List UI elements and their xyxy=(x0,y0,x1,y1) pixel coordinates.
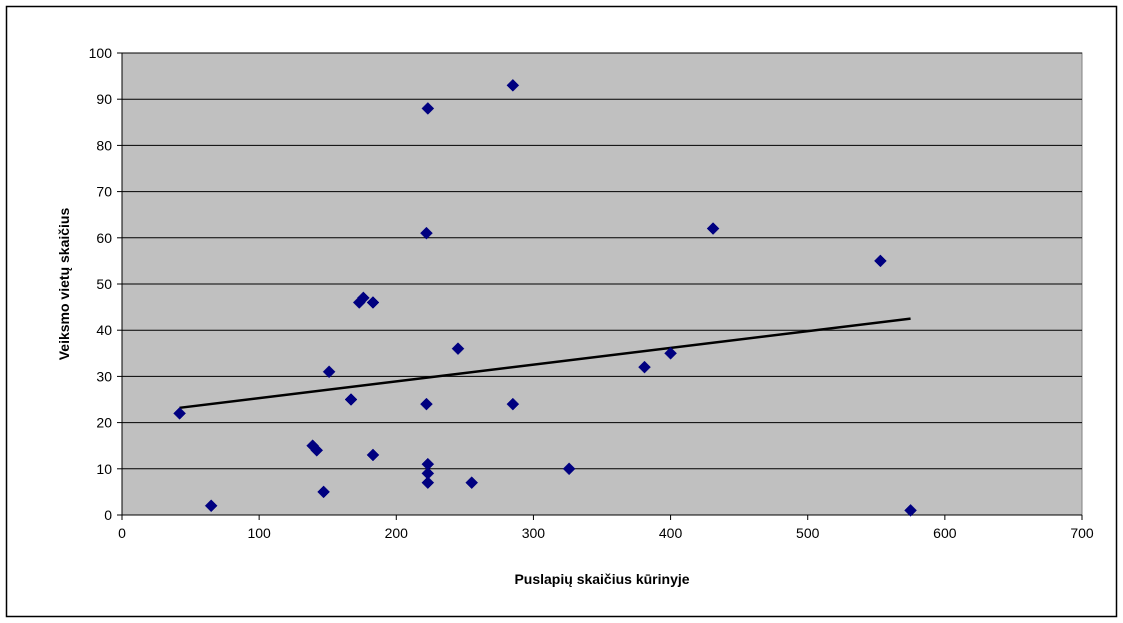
data-point-17 xyxy=(421,476,435,490)
data-point-21 xyxy=(506,397,520,411)
data-point-12 xyxy=(420,226,433,240)
trendline xyxy=(179,317,911,410)
data-point-9 xyxy=(357,291,370,305)
gridlines xyxy=(122,52,1082,470)
x-tick-labels: 0 100 200 300 400 500 600 700 xyxy=(118,525,1094,541)
data-point-25 xyxy=(706,222,720,235)
x-tick-label-400: 400 xyxy=(659,525,683,541)
y-tick-labels: 0 10 20 30 40 50 60 70 80 90 100 xyxy=(89,45,113,523)
data-point-2 xyxy=(204,499,218,513)
axes xyxy=(117,52,1083,520)
y-tick-label-0: 0 xyxy=(104,507,112,523)
x-tick-label-700: 700 xyxy=(1070,525,1094,541)
x-tick-label-600: 600 xyxy=(933,525,957,541)
data-point-18 xyxy=(451,342,465,356)
y-tick-label-60: 60 xyxy=(96,230,112,246)
x-tick-label-100: 100 xyxy=(247,525,271,541)
y-tick-label-20: 20 xyxy=(96,415,112,431)
y-tick-label-90: 90 xyxy=(96,91,112,107)
x-tick-label-200: 200 xyxy=(385,525,409,541)
data-point-23 xyxy=(638,360,651,374)
data-point-14 xyxy=(421,102,435,115)
y-tick-label-50: 50 xyxy=(96,276,112,292)
data-point-13 xyxy=(420,397,433,411)
data-point-4 xyxy=(310,443,324,457)
x-tick-label-0: 0 xyxy=(118,525,126,541)
x-tick-label-300: 300 xyxy=(522,525,546,541)
data-point-26 xyxy=(874,254,887,268)
data-point-7 xyxy=(344,393,358,406)
y-tick-label-10: 10 xyxy=(96,461,112,477)
data-point-11 xyxy=(366,448,380,462)
y-tick-label-70: 70 xyxy=(96,184,112,200)
data-point-1 xyxy=(173,407,186,420)
y-tick-label-80: 80 xyxy=(96,137,112,153)
y-axis-title: Veiksmo vietų skaičius xyxy=(56,208,72,361)
data-point-6 xyxy=(322,365,336,379)
y-tick-label-40: 40 xyxy=(96,322,112,338)
data-point-24 xyxy=(664,346,677,360)
data-point-5 xyxy=(317,485,330,499)
y-tick-label-30: 30 xyxy=(96,368,112,384)
data-point-19 xyxy=(465,476,479,490)
trendline-group xyxy=(179,317,911,410)
data-point-10 xyxy=(366,296,380,309)
data-point-20 xyxy=(506,78,520,92)
x-axis-title: Puslapių skaičius kūrinyje xyxy=(514,571,689,587)
x-tick-label-500: 500 xyxy=(796,525,820,541)
data-point-22 xyxy=(562,462,576,476)
data-point-27 xyxy=(904,504,917,517)
data-points xyxy=(173,78,917,517)
y-tick-label-100: 100 xyxy=(89,45,113,61)
